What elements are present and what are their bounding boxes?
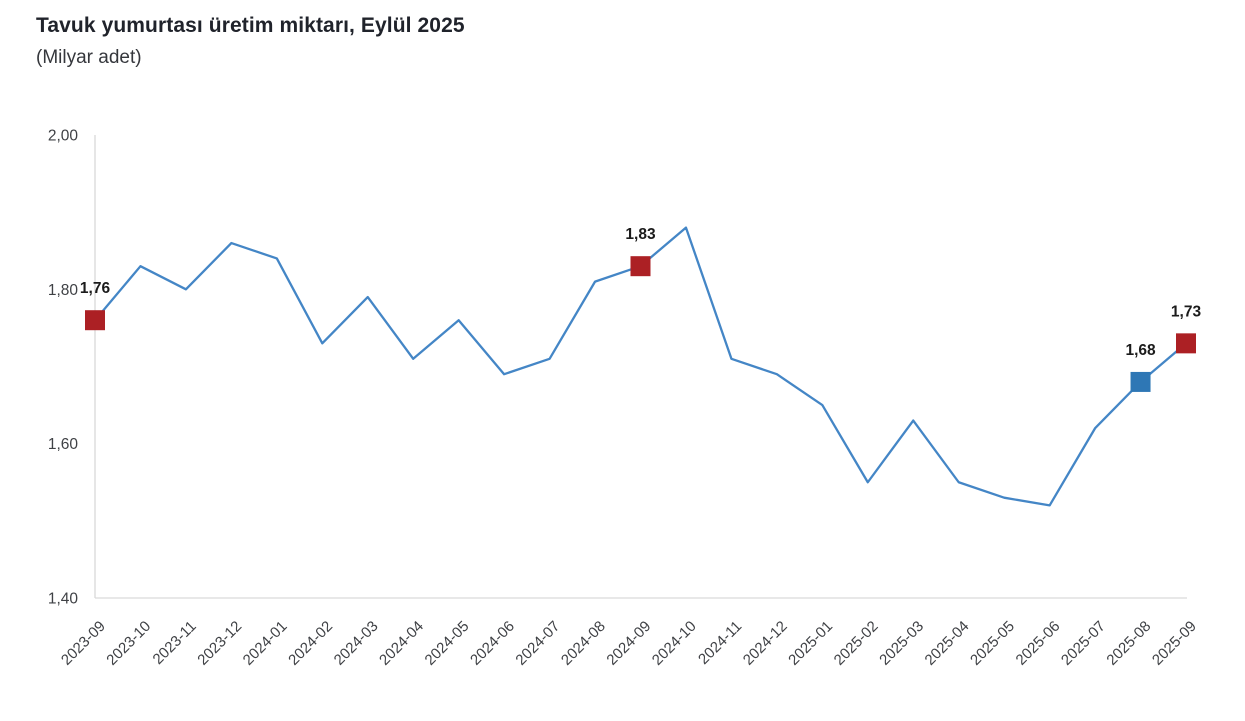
chart-subtitle: (Milyar adet)	[36, 47, 142, 68]
x-tick-label: 2024-11	[695, 618, 745, 668]
x-tick-label: 2023-12	[194, 618, 245, 669]
x-tick-label: 2024-03	[331, 618, 382, 669]
x-tick-label: 2024-10	[649, 618, 700, 669]
x-tick-label: 2025-03	[876, 618, 927, 669]
x-tick-label: 2025-07	[1058, 618, 1109, 669]
x-tick-label: 2024-12	[740, 618, 791, 669]
x-tick-label: 2025-05	[967, 618, 1018, 669]
x-tick-label: 2023-10	[103, 618, 154, 669]
x-tick-label: 2024-05	[422, 618, 473, 669]
highlight-marker	[1130, 371, 1151, 392]
y-tick-label: 1,80	[48, 282, 79, 299]
x-tick-label: 2025-08	[1103, 618, 1154, 669]
x-tick-label: 2025-04	[922, 618, 973, 669]
x-tick-label: 2024-09	[603, 618, 654, 669]
point-value-label: 1,76	[80, 280, 111, 297]
x-tick-label: 2023-09	[58, 618, 109, 669]
point-value-label: 1,68	[1125, 342, 1156, 359]
x-tick-label: 2025-02	[831, 618, 882, 669]
x-tick-label: 2024-04	[376, 618, 427, 669]
x-tick-label: 2025-09	[1149, 618, 1200, 669]
point-value-label: 1,73	[1171, 303, 1202, 320]
chart-title: Tavuk yumurtası üretim miktarı, Eylül 20…	[36, 14, 465, 37]
x-tick-label: 2024-08	[558, 618, 609, 669]
point-value-label: 1,83	[625, 226, 656, 243]
highlight-marker	[85, 310, 105, 331]
highlight-marker	[630, 256, 651, 277]
x-tick-label: 2024-01	[240, 618, 291, 669]
y-tick-label: 1,40	[48, 591, 79, 608]
x-tick-label: 2023-11	[150, 618, 200, 668]
x-tick-label: 2024-02	[285, 618, 336, 669]
chart-header: Tavuk yumurtası üretim miktarı, Eylül 20…	[36, 14, 465, 69]
x-tick-label: 2024-06	[467, 618, 518, 669]
x-tick-label: 2025-01	[785, 618, 836, 669]
x-tick-label: 2025-06	[1012, 618, 1063, 669]
highlight-marker	[1176, 333, 1196, 354]
y-tick-label: 2,00	[48, 128, 79, 145]
y-tick-label: 1,60	[48, 436, 79, 453]
x-tick-label: 2024-07	[512, 618, 563, 669]
